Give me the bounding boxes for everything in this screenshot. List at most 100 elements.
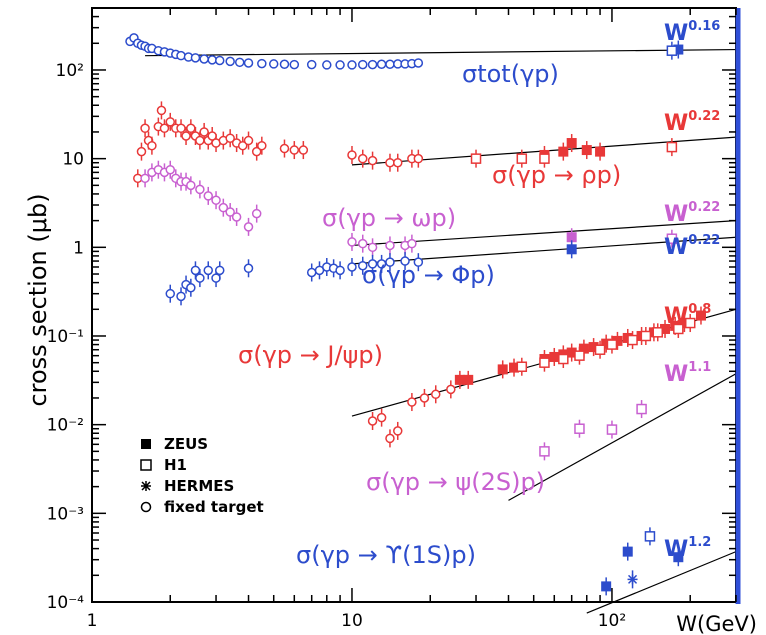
data-point-fixed-target bbox=[289, 145, 300, 155]
data-point-fixed-target bbox=[335, 265, 345, 276]
data-point-fixed-target bbox=[147, 140, 157, 151]
data-point-fixed-target bbox=[347, 262, 357, 272]
data-point-fixed-target bbox=[195, 184, 205, 195]
legend-entry-fixed-target: fixed target bbox=[140, 498, 264, 516]
data-point-h1 bbox=[666, 141, 678, 153]
data-point-fixed-target bbox=[289, 59, 300, 70]
legend-entry-hermes: HERMES bbox=[141, 477, 234, 495]
data-point-h1 bbox=[666, 45, 678, 56]
data-point-fixed-target bbox=[207, 55, 217, 65]
data-point-fixed-target bbox=[159, 123, 170, 134]
process-label-phi: σ(γp → Φp) bbox=[362, 261, 495, 289]
y-tick-label: 10⁻³ bbox=[47, 504, 84, 524]
data-point-fixed-target bbox=[190, 53, 201, 63]
data-point-fixed-target bbox=[165, 288, 176, 299]
data-point-fixed-target bbox=[165, 117, 176, 127]
legend-entry-zeus: ZEUS bbox=[141, 435, 208, 453]
power-law-label-phi: W0.22 bbox=[664, 233, 720, 260]
data-point-fixed-target bbox=[446, 384, 456, 395]
data-point-fixed-target bbox=[176, 123, 186, 134]
data-point-h1 bbox=[594, 344, 606, 355]
data-point-fixed-target bbox=[181, 131, 191, 141]
data-point-fixed-target bbox=[367, 155, 378, 166]
data-point-fixed-target bbox=[156, 105, 167, 116]
power-law-label-upsilon: W1.2 bbox=[664, 535, 711, 562]
data-point-hermes bbox=[627, 574, 638, 585]
process-label-upsilon: σ(γp → ϒ(1S)p) bbox=[296, 541, 476, 569]
power-law-exponent-omega: 0.22 bbox=[688, 200, 720, 215]
data-point-zeus bbox=[581, 145, 592, 156]
data-point-fixed-target bbox=[203, 191, 214, 201]
data-point-fixed-target bbox=[306, 59, 317, 70]
data-point-fixed-target bbox=[225, 207, 235, 217]
data-point-h1 bbox=[684, 317, 696, 329]
series-omega bbox=[140, 160, 678, 257]
data-point-fixed-target bbox=[165, 164, 176, 175]
data-point-fixed-target bbox=[251, 146, 262, 157]
data-point-fixed-target bbox=[393, 157, 403, 168]
data-point-zeus bbox=[558, 146, 569, 157]
data-point-fixed-target bbox=[385, 157, 395, 168]
data-point-h1 bbox=[539, 446, 550, 457]
data-point-fixed-target bbox=[347, 60, 357, 70]
data-point-h1 bbox=[470, 153, 482, 164]
data-point-zeus bbox=[566, 244, 577, 255]
data-point-fixed-target bbox=[357, 260, 368, 271]
power-law-label-omega: W0.22 bbox=[664, 200, 720, 227]
power-law-exponent-psi2s: 1.1 bbox=[688, 360, 711, 375]
data-point-zeus bbox=[463, 374, 474, 385]
data-point-h1 bbox=[673, 323, 684, 335]
data-point-h1 bbox=[558, 353, 569, 365]
data-point-fixed-target bbox=[385, 59, 395, 70]
data-point-fixed-target bbox=[407, 238, 417, 249]
data-point-fixed-target bbox=[367, 242, 378, 253]
data-point-fixed-target bbox=[298, 145, 309, 155]
data-point-zeus bbox=[454, 374, 465, 385]
data-point-fixed-target bbox=[322, 60, 332, 70]
process-label-psi2s: σ(γp → ψ(2S)p) bbox=[366, 468, 545, 496]
process-label-omega: σ(γp → ωp) bbox=[322, 204, 456, 232]
y-tick-label: 10² bbox=[56, 61, 84, 81]
power-law-exponent-phi: 0.22 bbox=[688, 233, 720, 248]
legend: ZEUS H1 HERMES fixed target bbox=[140, 435, 264, 516]
power-law-exponent-jpsi: 0.8 bbox=[688, 302, 711, 317]
data-point-fixed-target bbox=[279, 59, 290, 70]
data-point-fixed-target bbox=[376, 412, 387, 423]
data-point-zeus bbox=[601, 581, 612, 592]
data-point-fixed-target bbox=[357, 153, 368, 164]
data-point-fixed-target bbox=[347, 237, 357, 247]
series-phi bbox=[165, 240, 577, 306]
data-point-h1 bbox=[539, 153, 550, 164]
data-point-fixed-target bbox=[306, 267, 317, 278]
legend-label: fixed target bbox=[164, 498, 264, 516]
data-point-fixed-target bbox=[419, 393, 430, 403]
data-point-h1 bbox=[606, 424, 618, 435]
data-point-fixed-target bbox=[243, 135, 254, 146]
data-point-fixed-target bbox=[430, 389, 441, 400]
process-label-rho: σ(γp → ρp) bbox=[492, 161, 621, 189]
data-point-fixed-target bbox=[214, 55, 225, 66]
data-point-h1 bbox=[644, 531, 656, 542]
data-point-fixed-target bbox=[376, 59, 387, 70]
x-axis-label: W(GeV) bbox=[676, 612, 757, 635]
legend-label: HERMES bbox=[164, 477, 234, 495]
power-law-exponent-upsilon: 1.2 bbox=[688, 535, 711, 550]
data-point-fixed-target bbox=[407, 397, 417, 407]
data-point-zeus bbox=[695, 310, 706, 321]
y-axis-label: cross section (μb) bbox=[24, 193, 52, 406]
data-point-fixed-target bbox=[211, 273, 221, 283]
series-upsilon bbox=[601, 527, 684, 596]
power-law-label-total: W0.16 bbox=[664, 19, 720, 46]
data-point-fixed-target bbox=[335, 60, 345, 70]
data-point-h1 bbox=[627, 334, 638, 346]
data-point-h1 bbox=[640, 330, 652, 342]
data-point-fixed-target bbox=[393, 426, 403, 436]
data-point-fixed-target bbox=[203, 265, 214, 276]
data-point-fixed-target bbox=[385, 257, 395, 267]
data-point-fixed-target bbox=[218, 202, 229, 213]
series-rho bbox=[133, 101, 678, 188]
legend-marker-open-square bbox=[140, 459, 152, 471]
data-point-h1 bbox=[516, 153, 528, 164]
data-point-fixed-target bbox=[367, 259, 378, 269]
